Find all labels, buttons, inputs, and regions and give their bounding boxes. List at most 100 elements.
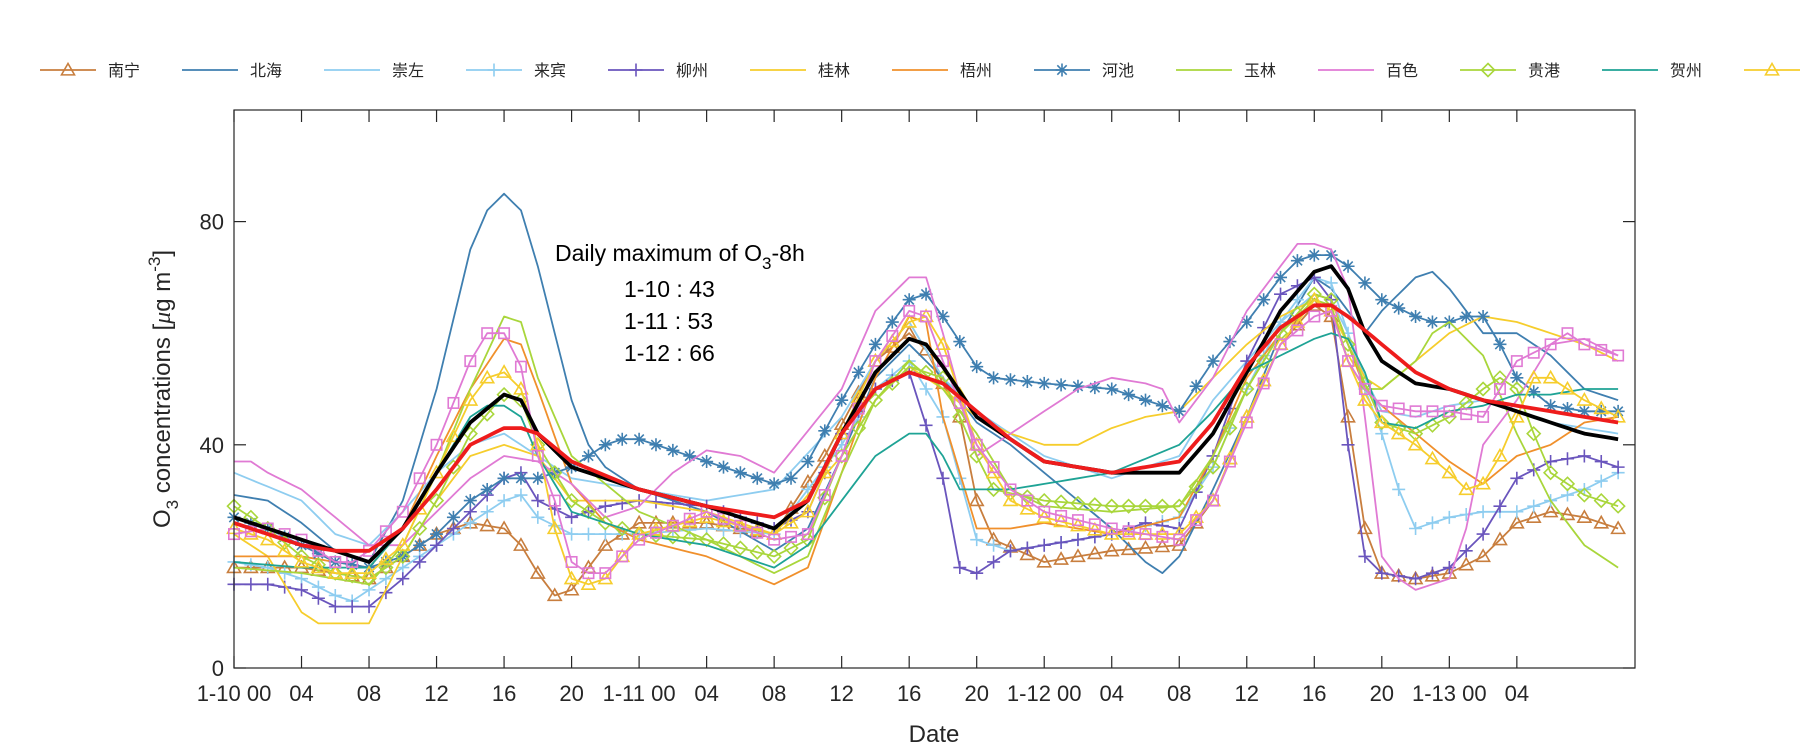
series-point — [919, 287, 933, 301]
series-point — [970, 566, 984, 580]
series-point — [1392, 402, 1405, 415]
legend-label: 柳州 — [676, 61, 708, 80]
series-point — [682, 530, 698, 546]
series-point — [1020, 375, 1034, 389]
series-point — [598, 438, 612, 452]
series-point — [1559, 476, 1576, 492]
series-point — [901, 313, 918, 328]
series-point — [1493, 499, 1507, 513]
series-point — [498, 327, 511, 340]
x-tick-label-1: 04 — [289, 681, 313, 706]
series-point — [1274, 287, 1288, 301]
series-point — [834, 448, 850, 464]
series-point — [1053, 494, 1069, 510]
x-tick-label-5: 20 — [559, 681, 583, 706]
series-point — [329, 555, 342, 568]
series-line — [234, 243, 1619, 591]
series-point — [1088, 518, 1101, 531]
series-point — [648, 527, 664, 544]
series-point — [480, 482, 494, 496]
series-point — [1240, 416, 1253, 429]
series-point — [1088, 381, 1102, 395]
series-point — [1460, 408, 1473, 421]
series-point — [1239, 381, 1255, 397]
series-point — [1105, 522, 1118, 535]
series-point — [867, 392, 884, 408]
series-point — [1341, 259, 1355, 273]
series-point — [1154, 498, 1171, 514]
series-point — [1342, 355, 1355, 368]
series-mean-14 — [233, 264, 1619, 564]
series-point — [1443, 405, 1456, 418]
series-point — [1508, 514, 1525, 529]
series-百色 — [234, 243, 1619, 591]
x-tick-label-7: 04 — [694, 681, 718, 706]
series-point — [1002, 492, 1019, 507]
series-point — [1070, 548, 1086, 563]
x-tick-label-13: 04 — [1099, 681, 1123, 706]
series-point — [295, 572, 309, 586]
series-point — [529, 565, 546, 579]
series-point — [547, 465, 563, 481]
legend-item-4: 柳州 — [608, 61, 708, 80]
x-tick-label-15: 12 — [1235, 681, 1259, 706]
series-point — [599, 567, 612, 580]
series-point — [1560, 452, 1574, 466]
series-point — [243, 525, 259, 540]
series-point — [261, 577, 275, 591]
series-point — [1172, 404, 1186, 418]
legend-item-6: 梧州 — [892, 61, 992, 80]
series-point — [1477, 410, 1490, 423]
series-point — [1442, 510, 1456, 524]
legend-label: 河池 — [1102, 61, 1134, 80]
series-point — [1593, 514, 1610, 529]
annotation-line-3: 1-12 : 66 — [624, 340, 715, 366]
series-point — [1527, 346, 1540, 359]
series-point — [833, 425, 850, 440]
series-point — [361, 565, 377, 579]
series-point — [293, 553, 310, 568]
x-tick-label-8: 08 — [762, 681, 786, 706]
legend-item-3: 来宾 — [466, 61, 566, 80]
series-point — [1120, 498, 1137, 514]
series-point — [1055, 509, 1068, 522]
series-point — [531, 471, 545, 485]
legend: 南宁北海崇左来宾柳州桂林梧州河池玉林百色贵港贺州钦州防城港 — [40, 61, 1800, 80]
series-point — [1357, 520, 1373, 535]
series-point — [1206, 354, 1220, 368]
series-point — [430, 527, 444, 541]
series-point — [1611, 460, 1625, 474]
series-point — [514, 471, 528, 485]
series-point — [1324, 276, 1338, 290]
y-tick-label-1: 40 — [200, 433, 224, 458]
y-title-end: ] — [149, 250, 176, 257]
series-point — [1222, 420, 1238, 436]
series-point — [1188, 479, 1204, 495]
series-point — [1459, 508, 1473, 522]
series-point — [1189, 379, 1203, 393]
series-point — [1559, 506, 1576, 521]
series-point — [1508, 408, 1525, 423]
series-point — [244, 577, 258, 591]
series-point — [1071, 514, 1084, 527]
series-point — [496, 520, 512, 535]
series-line — [233, 192, 1619, 574]
series-point — [784, 471, 798, 485]
series-point — [1308, 310, 1321, 323]
series-line — [233, 303, 1619, 553]
series-贺州 — [233, 332, 1619, 569]
series-point — [1612, 349, 1625, 362]
series-point — [1019, 500, 1036, 515]
y-title-mid: concentrations [ — [149, 323, 176, 499]
x-tick-label-0: 1-10 00 — [197, 681, 272, 706]
series-point — [1122, 525, 1135, 538]
series-point — [396, 572, 410, 586]
x-axis-title: Date — [909, 721, 960, 748]
series-point — [276, 542, 293, 557]
x-tick-label-18: 1-13 00 — [1412, 681, 1487, 706]
series-point — [1003, 373, 1017, 387]
series-point — [919, 382, 933, 396]
series-point — [1409, 405, 1422, 418]
series-point — [1593, 400, 1610, 415]
series-point — [1274, 338, 1287, 351]
